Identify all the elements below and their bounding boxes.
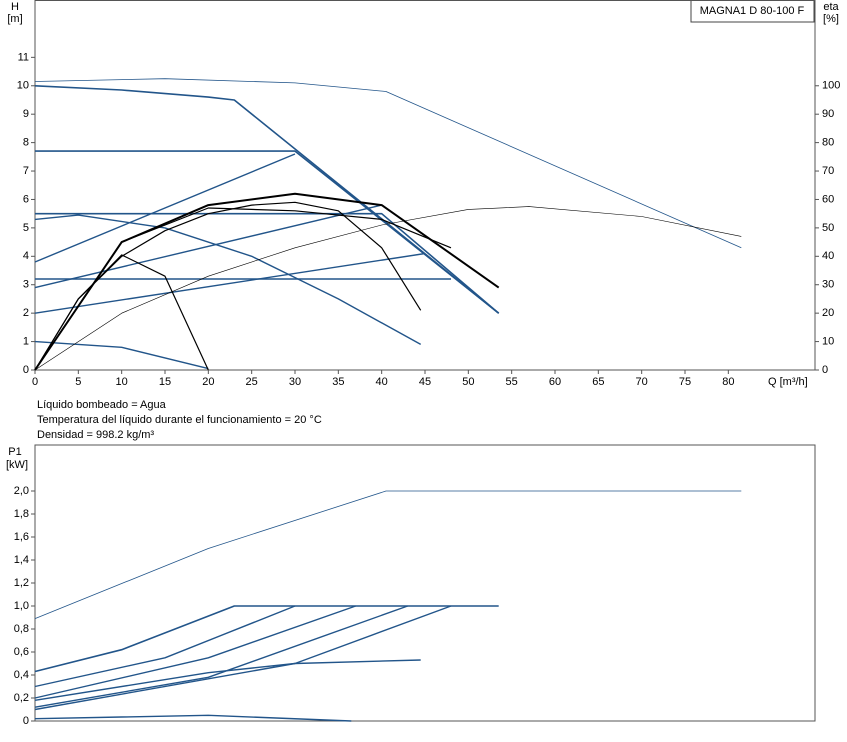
y-tick-label: 7 [23,165,29,177]
y-tick-label: 0,2 [14,692,29,704]
x-tick-label: 30 [289,376,301,388]
curve [34,201,422,371]
y-tick-label: 5 [23,222,29,234]
x-tick-label: 15 [159,376,171,388]
note: Temperatura del líquido durante el funci… [37,414,322,426]
y2-tick-label: 50 [822,222,834,234]
y-axis-label: P1 [8,446,21,458]
x-tick-label: 80 [722,376,734,388]
curve [34,490,742,619]
x-tick-label: 40 [376,376,388,388]
curve [34,78,742,249]
y-tick-label: 3 [23,279,29,291]
y-tick-label: 4 [23,250,29,262]
x-tick-label: 20 [202,376,214,388]
y-tick-label: 0 [23,364,29,376]
curve [34,192,500,371]
y2-axis-unit: [%] [823,13,839,25]
y2-tick-label: 100 [822,80,840,92]
curve [34,153,296,263]
annotation-box [690,0,815,23]
y-tick-label: 9 [23,108,29,120]
y-tick-label: 1,2 [14,577,29,589]
x-tick-label: 5 [75,376,81,388]
x-tick-label: 55 [506,376,518,388]
curve [34,714,352,722]
curve [34,204,382,289]
x-tick-label: 0 [32,376,38,388]
curve [34,252,426,314]
curve [34,605,356,699]
y-tick-label: 1 [23,335,29,347]
note: Densidad = 998.2 kg/m³ [37,429,154,441]
y-tick-label: 0,8 [14,623,29,635]
y-tick-label: 10 [17,80,29,92]
y2-tick-label: 20 [822,307,834,319]
x-tick-label: 50 [462,376,474,388]
y2-tick-label: 40 [822,250,834,262]
y2-tick-label: 30 [822,279,834,291]
y2-tick-label: 70 [822,165,834,177]
y-tick-label: 0 [23,715,29,727]
curve [34,605,296,688]
curve [34,605,499,673]
y-axis-unit: [kW] [6,459,28,471]
y-tick-label: 1,6 [14,531,29,543]
curve [34,206,742,371]
curve [34,214,422,346]
y-tick-label: 6 [23,193,29,205]
x-tick-label: 35 [332,376,344,388]
y2-axis-label: eta [823,1,839,13]
x-tick-label: 75 [679,376,691,388]
y-axis-unit: [m] [7,13,22,25]
y2-tick-label: 10 [822,335,834,347]
curve [35,150,500,314]
y-tick-label: 1,8 [14,508,29,520]
y-axis-label: H [11,1,19,13]
y2-tick-label: 80 [822,137,834,149]
y-tick-label: 11 [18,51,29,63]
x-tick-label: 10 [116,376,128,388]
y-tick-label: 8 [23,137,29,149]
curve [34,85,500,314]
note: Líquido bombeado = Agua [37,399,167,411]
x-tick-label: 70 [636,376,648,388]
x-tick-label: 25 [246,376,258,388]
curve [34,605,408,708]
x-tick-label: 60 [549,376,561,388]
x-axis-label: Q [m³/h] [768,376,808,388]
curve [34,340,209,370]
annotation: MAGNA1 D 80-100 F [700,5,805,17]
y2-tick-label: 90 [822,108,834,120]
y-tick-label: 1,4 [14,554,29,566]
y-tick-label: 1,0 [14,600,29,612]
y-tick-label: 2,0 [14,485,29,497]
y-tick-label: 0,6 [14,646,29,658]
y2-tick-label: 0 [822,364,828,376]
y-tick-label: 2 [23,307,29,319]
x-tick-label: 45 [419,376,431,388]
y-tick-label: 0,4 [14,669,29,681]
curve [34,659,421,701]
y2-tick-label: 60 [822,193,834,205]
x-tick-label: 65 [592,376,604,388]
